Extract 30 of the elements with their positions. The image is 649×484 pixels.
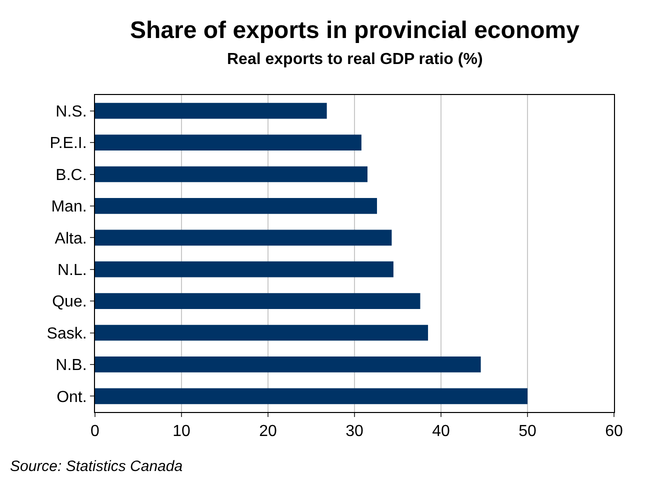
bar [95,102,327,119]
y-tick-label: N.L. [57,262,87,279]
bar [95,293,420,309]
y-tick-label: Man. [51,198,87,216]
bar [95,388,528,404]
y-tick-label: Alta. [54,230,87,248]
x-tick-label: 20 [259,423,277,440]
bar [95,134,362,150]
bar [95,166,368,182]
y-tick-label: Ont. [56,388,87,406]
bar [95,356,481,372]
x-tick-label: 60 [605,423,623,440]
bar [95,261,394,278]
y-tick-label: N.B. [56,357,87,374]
y-tick-label: B.C. [56,166,87,184]
x-tick-label: 50 [518,423,536,440]
bar [95,324,428,341]
y-tick-label: P.E.I. [50,135,87,152]
bar [95,198,377,214]
bar [95,230,392,246]
y-tick-label: Sask. [46,325,87,342]
x-tick-label: 10 [172,423,190,440]
y-tick-label: Que. [52,294,87,311]
x-tick-label: 0 [90,423,100,440]
chart-title: Share of exports in provincial economy [130,17,580,44]
x-tick-label: 30 [346,423,364,440]
x-tick-label: 40 [432,423,450,440]
source-note: Source: Statistics Canada [10,458,183,475]
chart-subtitle: Real exports to real GDP ratio (%) [227,51,483,68]
y-tick-label: N.S. [56,103,87,120]
